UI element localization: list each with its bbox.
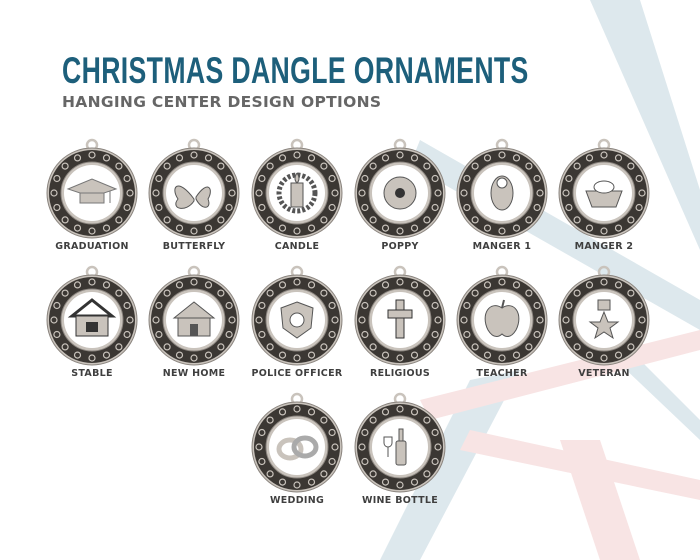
- ornament-manger-2: MANGER 2: [552, 137, 656, 267]
- ornament-graphic: [251, 392, 343, 493]
- star-medal-icon: [588, 299, 620, 340]
- house-icon: [172, 301, 216, 337]
- ornament-label: MANGER 1: [472, 241, 532, 252]
- ornament-religious: RELIGIOUS: [348, 264, 452, 394]
- ornament-graphic: [558, 138, 650, 239]
- ornament-poppy: POPPY: [348, 137, 452, 267]
- ornament-veteran: VETERAN: [552, 264, 656, 394]
- ornament-label: BUTTERFLY: [162, 241, 226, 252]
- page-subtitle: HANGING CENTER DESIGN OPTIONS: [62, 93, 382, 111]
- police-badge-icon: [280, 301, 314, 339]
- ornament-graphic: [251, 138, 343, 239]
- apple-icon: [484, 299, 520, 337]
- page-title: CHRISTMAS DANGLE ORNAMENTS: [62, 50, 529, 91]
- ornament-graphic: [251, 265, 343, 366]
- stable-icon: [67, 298, 117, 337]
- baby-in-manger-icon: [490, 175, 514, 211]
- ray-blue: [590, 0, 700, 250]
- ornament-label: WINE BOTTLE: [361, 495, 439, 506]
- ornament-graphic: [354, 392, 446, 493]
- candle-icon: [276, 172, 318, 214]
- ornament-label: WEDDING: [269, 495, 325, 506]
- ornament-label: POPPY: [381, 241, 419, 252]
- graduation-cap-icon: [66, 178, 118, 204]
- ornament-label: VETERAN: [578, 368, 630, 379]
- ornament-new-home: NEW HOME: [142, 264, 246, 394]
- ornament-graduation: GRADUATION: [40, 137, 144, 267]
- ornament-label: POLICE OFFICER: [251, 368, 343, 379]
- ornament-butterfly: BUTTERFLY: [142, 137, 246, 267]
- ornament-label: NEW HOME: [162, 368, 226, 379]
- ornament-graphic: [354, 265, 446, 366]
- ornament-graphic: [558, 265, 650, 366]
- ornament-police-officer: POLICE OFFICER: [245, 264, 349, 394]
- ray-pink: [560, 440, 640, 560]
- ornament-graphic: [46, 265, 138, 366]
- ornament-wedding: WEDDING: [245, 391, 349, 521]
- ray-blue: [380, 370, 520, 560]
- ornament-graphic: [354, 138, 446, 239]
- ornament-label: TEACHER: [476, 368, 528, 379]
- ornament-label: RELIGIOUS: [369, 368, 431, 379]
- butterfly-icon: [174, 185, 211, 209]
- ornament-label: CANDLE: [274, 241, 320, 252]
- poppy-icon: [383, 176, 417, 210]
- wine-bottle-icon: [383, 428, 407, 466]
- ornament-graphic: [456, 265, 548, 366]
- ornament-graphic: [46, 138, 138, 239]
- ornament-label: GRADUATION: [55, 241, 129, 252]
- ornament-wine-bottle: WINE BOTTLE: [348, 391, 452, 521]
- ornament-graphic: [456, 138, 548, 239]
- ornament-graphic: [148, 265, 240, 366]
- wedding-rings-icon: [276, 435, 319, 461]
- ornament-stable: STABLE: [40, 264, 144, 394]
- ornament-label: MANGER 2: [574, 241, 634, 252]
- ornament-label: STABLE: [71, 368, 113, 379]
- ornament-candle: CANDLE: [245, 137, 349, 267]
- ornament-graphic: [148, 138, 240, 239]
- manger-icon: [585, 180, 623, 208]
- ornament-manger-1: MANGER 1: [450, 137, 554, 267]
- ornament-teacher: TEACHER: [450, 264, 554, 394]
- cross-icon: [387, 299, 413, 339]
